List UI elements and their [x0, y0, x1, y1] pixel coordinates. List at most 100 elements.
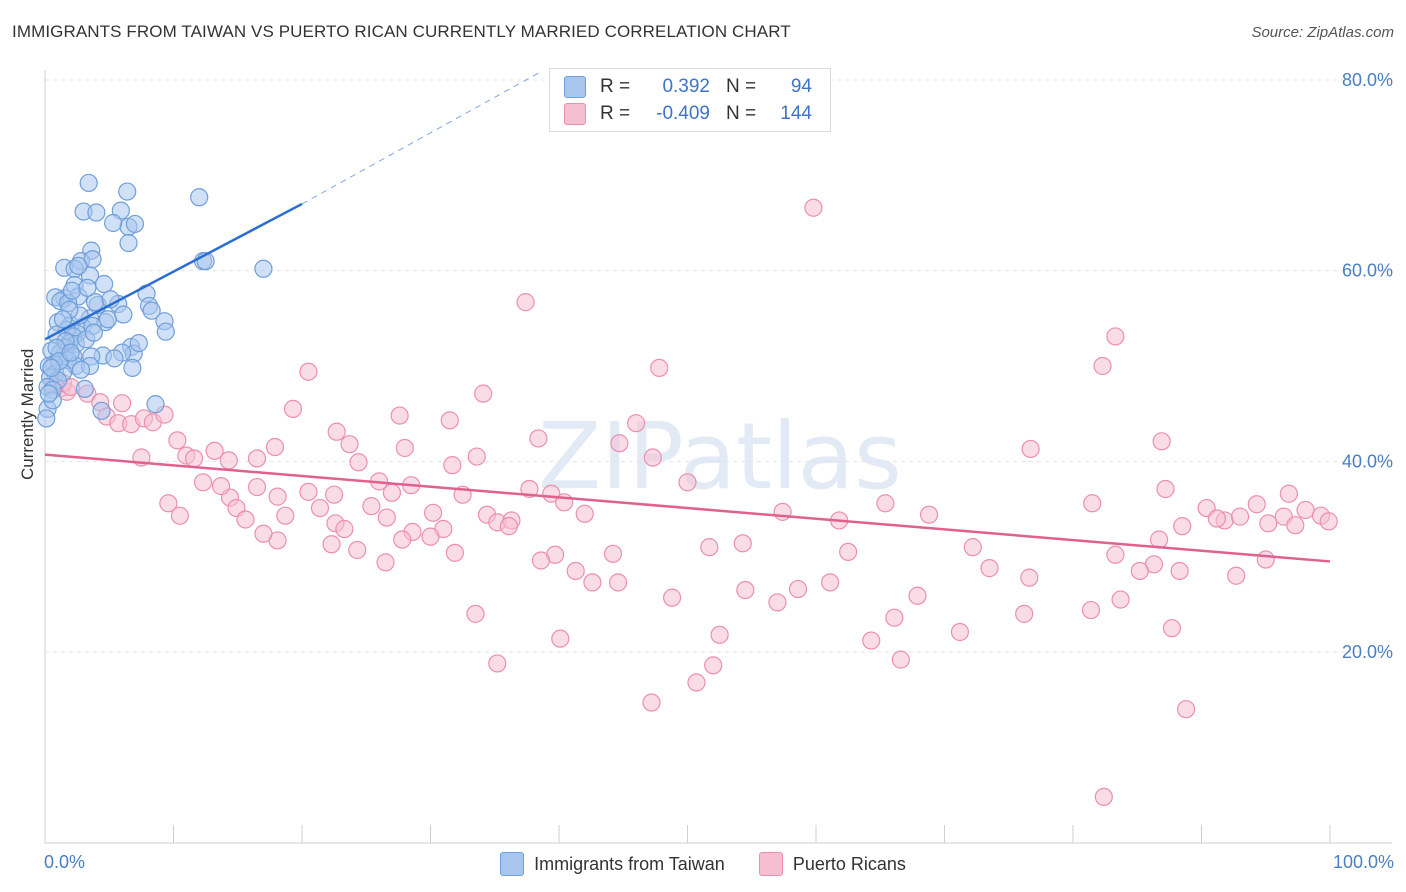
taiwan-points	[37, 173, 273, 428]
puerto-ricans-point	[348, 540, 367, 560]
taiwan-point	[123, 358, 142, 378]
puerto-ricans-point	[393, 530, 412, 549]
taiwan-point	[92, 401, 111, 420]
trend-lines	[44, 71, 1331, 563]
puerto-ricans-point	[908, 586, 927, 605]
legend-item-puerto-ricans[interactable]: Puerto Ricans	[758, 852, 906, 876]
taiwan-point	[95, 274, 114, 294]
stats-swatch-puerto-ricans	[564, 103, 586, 125]
taiwan-point	[156, 322, 175, 341]
y-tick-label: 60.0%	[1342, 261, 1393, 281]
legend-item-taiwan[interactable]: Immigrants from Taiwan	[500, 852, 725, 876]
stats-row-taiwan: R = 0.392 N = 94	[564, 74, 812, 100]
puerto-ricans-point	[382, 483, 402, 502]
puerto-ricans-point	[1015, 604, 1034, 623]
y-tick-labels: 20.0% 40.0% 60.0% 80.0%	[1342, 70, 1393, 662]
puerto-ricans-point	[268, 487, 287, 506]
puerto-ricans-point	[575, 504, 594, 523]
y-tick-label: 80.0%	[1342, 70, 1393, 90]
puerto-ricans-point	[583, 573, 602, 592]
puerto-ricans-point	[474, 384, 493, 403]
puerto-ricans-point	[1130, 561, 1149, 581]
puerto-ricans-point	[566, 561, 585, 581]
taiwan-point	[190, 188, 209, 207]
puerto-ricans-point	[376, 553, 395, 572]
stats-swatch-taiwan	[564, 76, 586, 98]
x-tick-label-max: 100.0%	[1332, 852, 1394, 872]
taiwan-point	[98, 310, 118, 329]
taiwan-point	[142, 301, 161, 320]
puerto-ricans-point	[1279, 484, 1298, 503]
puerto-ricans-point	[445, 543, 465, 562]
puerto-ricans-point	[299, 482, 318, 501]
puerto-ricans-point	[193, 473, 213, 492]
puerto-ricans-point	[362, 497, 381, 516]
puerto-ricans-point	[839, 542, 858, 562]
taiwan-point	[129, 334, 148, 353]
legend-swatch-taiwan	[500, 852, 525, 876]
grid-lines	[45, 79, 1392, 653]
taiwan-point	[61, 343, 80, 362]
puerto-ricans-point	[1247, 495, 1266, 514]
taiwan-point	[84, 323, 103, 342]
puerto-ricans-point	[395, 438, 414, 458]
taiwan-point	[105, 349, 124, 368]
puerto-ricans-point	[1227, 566, 1246, 585]
taiwan-point	[146, 395, 165, 414]
puerto-ricans-point	[516, 293, 535, 312]
puerto-ricans-point	[678, 473, 697, 492]
puerto-ricans-point	[205, 441, 224, 460]
puerto-ricans-point	[1156, 479, 1175, 499]
puerto-ricans-point	[642, 693, 661, 712]
puerto-ricans-point	[276, 506, 295, 525]
puerto-ricans-point	[710, 625, 729, 644]
puerto-ricans-point	[325, 485, 344, 504]
puerto-ricans-point	[1021, 439, 1040, 459]
legend-label-puerto-ricans: Puerto Ricans	[792, 853, 906, 874]
puerto-ricans-point	[963, 538, 982, 557]
taiwan-point	[75, 379, 94, 398]
puerto-ricans-point	[421, 527, 440, 546]
n-label: N =	[726, 76, 757, 97]
taiwan-point	[53, 310, 73, 329]
taiwan-point	[62, 281, 82, 300]
taiwan-point	[79, 173, 98, 193]
puerto-ricans-point	[1173, 517, 1192, 536]
chart-title: IMMIGRANTS FROM TAIWAN VS PUERTO RICAN C…	[12, 22, 791, 41]
puerto-ricans-point	[327, 422, 346, 441]
taiwan-point	[125, 214, 145, 234]
stats-box: R = 0.392 N = 94 R = -0.409 N = 144	[549, 68, 831, 132]
puerto-ricans-point	[1081, 600, 1101, 620]
puerto-ricans-point	[551, 629, 570, 648]
r-label: R =	[600, 76, 631, 97]
n-value: 144	[780, 103, 812, 124]
puerto-ricans-point	[1286, 516, 1305, 535]
taiwan-point	[42, 358, 61, 378]
r-value: -0.409	[656, 103, 710, 124]
puerto-ricans-point	[159, 494, 178, 513]
n-label: N =	[726, 103, 757, 124]
legend-label-taiwan: Immigrants from Taiwan	[534, 853, 725, 874]
puerto-ricans-point	[236, 510, 255, 529]
puerto-ricans-point	[1111, 590, 1130, 609]
puerto-ricans-point	[1319, 512, 1338, 531]
puerto-ricans-point	[283, 399, 303, 418]
puerto-ricans-point	[1176, 700, 1196, 719]
watermark: ZIPatlas	[538, 403, 902, 510]
puerto-ricans-point	[170, 506, 190, 525]
puerto-ricans-point	[773, 502, 792, 521]
puerto-ricans-point	[299, 362, 318, 381]
source-label: Source: ZipAtlas.com	[1251, 24, 1394, 41]
stats-row-puerto-ricans: R = -0.409 N = 144	[564, 101, 812, 127]
puerto-ricans-point	[1149, 530, 1169, 549]
puerto-ricans-point	[980, 559, 999, 578]
taiwan-point	[114, 305, 133, 324]
puerto-ricans-point	[704, 656, 723, 675]
puerto-ricans-point	[821, 573, 840, 592]
puerto-ricans-point	[377, 508, 396, 527]
puerto-ricans-point	[349, 453, 368, 472]
puerto-ricans-point	[219, 451, 238, 470]
puerto-ricans-point	[440, 411, 459, 430]
puerto-ricans-point	[626, 414, 646, 433]
